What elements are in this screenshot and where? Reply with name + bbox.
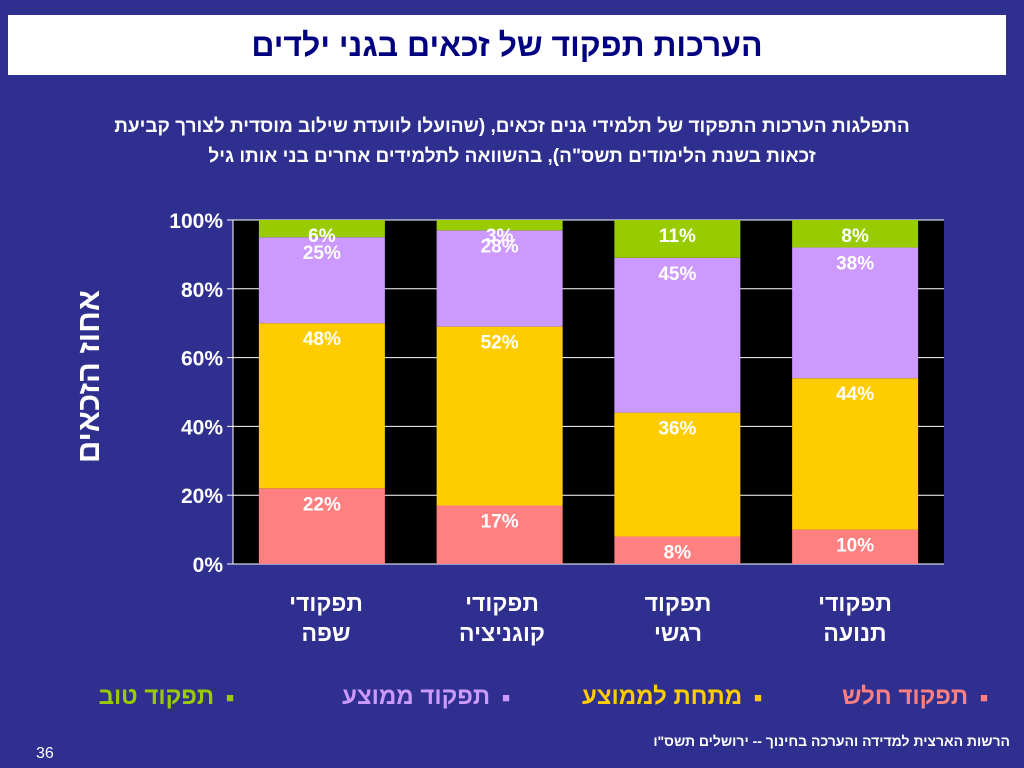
category-label-line: תפקודי bbox=[465, 590, 539, 616]
y-tick-label: 40% bbox=[181, 416, 223, 439]
legend-label: תפקוד טוב bbox=[98, 683, 215, 710]
legend-item-weak: ■ תפקוד חלש bbox=[842, 682, 988, 712]
bar-segment bbox=[792, 529, 919, 564]
data-label: 10% bbox=[836, 536, 874, 557]
category-label-line: רגשי bbox=[653, 620, 703, 646]
data-label: 52% bbox=[481, 333, 519, 354]
category-label-line: תפקוד bbox=[644, 590, 712, 616]
data-label: 8% bbox=[841, 226, 869, 247]
slide-title: הערכות תפקוד של זכאים בגני ילדים bbox=[251, 26, 763, 63]
data-label: 22% bbox=[303, 494, 341, 515]
bar-segment bbox=[436, 230, 563, 327]
y-tick-label: 80% bbox=[181, 279, 223, 302]
data-label: 36% bbox=[658, 419, 696, 440]
data-label: 28% bbox=[481, 236, 519, 257]
data-label: 11% bbox=[659, 226, 696, 247]
y-tick-label: 0% bbox=[193, 554, 224, 577]
bar-segment bbox=[258, 237, 385, 324]
bar-segment bbox=[614, 257, 741, 413]
category-label-language: תפקודי שפה bbox=[251, 588, 401, 648]
data-label: 3% bbox=[486, 226, 514, 247]
bar-segment bbox=[258, 220, 385, 238]
legend-label: תפקוד ממוצע bbox=[342, 683, 491, 710]
bar-segment bbox=[258, 488, 385, 564]
bar-segment bbox=[258, 323, 385, 489]
bar-segment bbox=[436, 220, 563, 231]
data-label: 48% bbox=[303, 329, 341, 350]
legend-item-good: ■ תפקוד טוב bbox=[99, 682, 234, 712]
legend-label: תפקוד חלש bbox=[842, 683, 969, 710]
bar-segment bbox=[792, 220, 919, 248]
category-label-line: תפקודי bbox=[289, 590, 363, 616]
category-label-line: שפה bbox=[301, 620, 351, 646]
legend-item-average: ■ תפקוד ממוצע bbox=[342, 682, 510, 712]
bar-segment bbox=[792, 378, 919, 530]
y-tick-label: 20% bbox=[181, 485, 223, 508]
y-tick-label: 60% bbox=[181, 348, 223, 371]
data-label: 38% bbox=[836, 254, 874, 275]
data-label: 8% bbox=[664, 542, 692, 563]
category-label-cognition: תפקודי קוגניציה bbox=[427, 588, 577, 648]
page-number: 36 bbox=[36, 745, 54, 762]
category-label-emotional: תפקוד רגשי bbox=[603, 588, 753, 648]
title-box: הערכות תפקוד של זכאים בגני ילדים bbox=[8, 15, 1006, 75]
data-label: 17% bbox=[481, 512, 519, 533]
bar-segment bbox=[614, 220, 741, 258]
bar-segment bbox=[436, 505, 563, 564]
category-label-line: תנועה bbox=[823, 620, 887, 646]
data-label: 6% bbox=[308, 226, 336, 247]
bar-segment bbox=[436, 326, 563, 506]
legend-label: מתחת לממוצע bbox=[582, 683, 743, 710]
subtitle-line-1: התפלגות הערכות התפקוד של תלמידי גנים זכא… bbox=[114, 116, 910, 137]
category-label-line: קוגניציה bbox=[459, 620, 545, 646]
slide-subtitle: התפלגות הערכות התפקוד של תלמידי גנים זכא… bbox=[12, 112, 1012, 172]
y-tick-label: 100% bbox=[169, 210, 223, 233]
data-label: 25% bbox=[303, 243, 341, 264]
data-label: 44% bbox=[836, 384, 874, 405]
square-bullet-icon: ■ bbox=[502, 689, 510, 705]
category-label-motor: תפקודי תנועה bbox=[780, 588, 930, 648]
square-bullet-icon: ■ bbox=[226, 689, 234, 705]
bar-segment bbox=[792, 247, 919, 379]
data-label: 45% bbox=[658, 264, 696, 285]
legend-item-below-average: ■ מתחת לממוצע bbox=[582, 682, 762, 712]
bar-segment bbox=[614, 536, 741, 564]
category-label-line: תפקודי bbox=[818, 590, 892, 616]
square-bullet-icon: ■ bbox=[980, 689, 988, 705]
source-note: הרשות הארצית למדידה והערכה בחינוך -- ירו… bbox=[653, 733, 1010, 749]
subtitle-line-2: זכאות בשנת הלימודים תשס"ה), בהשוואה לתלמ… bbox=[208, 146, 816, 167]
bar-segment bbox=[614, 412, 741, 537]
square-bullet-icon: ■ bbox=[754, 689, 762, 705]
